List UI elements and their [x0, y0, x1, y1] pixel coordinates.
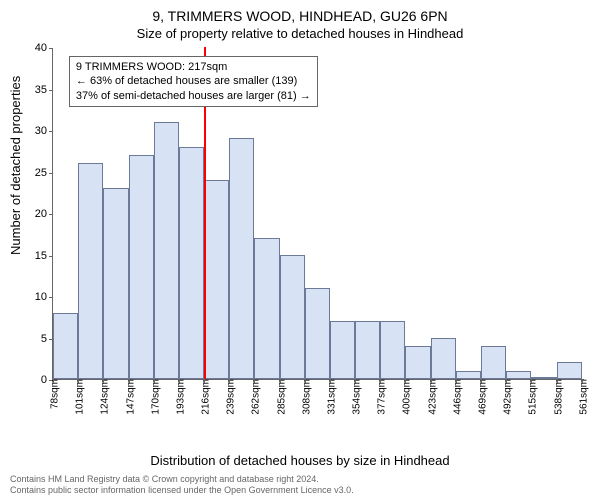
histogram-bar — [204, 180, 229, 379]
x-tick-label: 377sqm — [373, 379, 388, 415]
x-tick-mark — [531, 379, 532, 383]
x-tick-mark — [204, 379, 205, 383]
x-tick-label: 78sqm — [46, 379, 61, 409]
histogram-bar — [431, 338, 456, 380]
x-tick-label: 239sqm — [222, 379, 237, 415]
x-tick-mark — [431, 379, 432, 383]
y-tick-mark — [49, 48, 53, 49]
histogram-bar — [103, 188, 128, 379]
x-tick-label: 515sqm — [524, 379, 539, 415]
histogram-bar — [405, 346, 430, 379]
x-tick-mark — [481, 379, 482, 383]
x-tick-mark — [305, 379, 306, 383]
x-tick-mark — [229, 379, 230, 383]
x-tick-mark — [456, 379, 457, 383]
x-tick-label: 538sqm — [549, 379, 564, 415]
x-axis-label: Distribution of detached houses by size … — [0, 453, 600, 468]
x-tick-label: 124sqm — [96, 379, 111, 415]
histogram-bar — [53, 313, 78, 379]
x-tick-label: 193sqm — [171, 379, 186, 415]
footer-line: Contains public sector information licen… — [10, 485, 354, 496]
x-tick-mark — [582, 379, 583, 383]
x-tick-label: 354sqm — [348, 379, 363, 415]
annotation-line: 9 TRIMMERS WOOD: 217sqm — [76, 60, 311, 74]
x-tick-label: 446sqm — [448, 379, 463, 415]
x-tick-mark — [78, 379, 79, 383]
x-tick-label: 285sqm — [272, 379, 287, 415]
histogram-bar — [254, 238, 279, 379]
x-tick-label: 101sqm — [71, 379, 86, 415]
x-tick-mark — [154, 379, 155, 383]
histogram-bar — [229, 138, 254, 379]
histogram-bar — [129, 155, 154, 379]
x-tick-mark — [330, 379, 331, 383]
histogram-bar — [179, 147, 204, 379]
x-tick-mark — [405, 379, 406, 383]
histogram-bar — [78, 163, 103, 379]
histogram-bar — [154, 122, 179, 379]
annotation-line: 37% of semi-detached houses are larger (… — [76, 89, 311, 103]
plot-area: 051015202530354078sqm101sqm124sqm147sqm1… — [52, 48, 584, 380]
x-tick-mark — [179, 379, 180, 383]
histogram-bar — [330, 321, 355, 379]
x-tick-mark — [380, 379, 381, 383]
x-tick-label: 400sqm — [398, 379, 413, 415]
x-tick-mark — [280, 379, 281, 383]
y-tick-mark — [49, 90, 53, 91]
histogram-bar — [380, 321, 405, 379]
y-tick-mark — [49, 131, 53, 132]
histogram-bar — [557, 362, 582, 379]
histogram-bar — [506, 371, 531, 379]
footer-attribution: Contains HM Land Registry data © Crown c… — [10, 474, 354, 496]
x-tick-label: 170sqm — [146, 379, 161, 415]
chart-subtitle: Size of property relative to detached ho… — [0, 24, 600, 41]
y-axis-label: Number of detached properties — [8, 76, 23, 255]
x-tick-label: 469sqm — [474, 379, 489, 415]
histogram-bar — [355, 321, 380, 379]
x-tick-mark — [254, 379, 255, 383]
chart-title: 9, TRIMMERS WOOD, HINDHEAD, GU26 6PN — [0, 0, 600, 24]
histogram-bar — [280, 255, 305, 380]
y-tick-mark — [49, 214, 53, 215]
footer-line: Contains HM Land Registry data © Crown c… — [10, 474, 354, 485]
x-tick-mark — [506, 379, 507, 383]
annotation-box: 9 TRIMMERS WOOD: 217sqm← 63% of detached… — [69, 56, 318, 107]
x-tick-label: 216sqm — [197, 379, 212, 415]
annotation-line: ← 63% of detached houses are smaller (13… — [76, 74, 311, 88]
histogram-bar — [305, 288, 330, 379]
histogram-bar — [456, 371, 481, 379]
x-tick-mark — [103, 379, 104, 383]
y-tick-mark — [49, 256, 53, 257]
chart-container: 9, TRIMMERS WOOD, HINDHEAD, GU26 6PN Siz… — [0, 0, 600, 500]
y-tick-mark — [49, 173, 53, 174]
x-tick-mark — [129, 379, 130, 383]
y-tick-mark — [49, 297, 53, 298]
x-tick-mark — [557, 379, 558, 383]
x-tick-mark — [53, 379, 54, 383]
histogram-bar — [481, 346, 506, 379]
x-tick-label: 308sqm — [297, 379, 312, 415]
x-tick-mark — [355, 379, 356, 383]
x-tick-label: 423sqm — [423, 379, 438, 415]
x-tick-label: 492sqm — [499, 379, 514, 415]
x-tick-label: 262sqm — [247, 379, 262, 415]
x-tick-label: 147sqm — [121, 379, 136, 415]
x-tick-label: 331sqm — [322, 379, 337, 415]
x-tick-label: 561sqm — [574, 379, 589, 415]
